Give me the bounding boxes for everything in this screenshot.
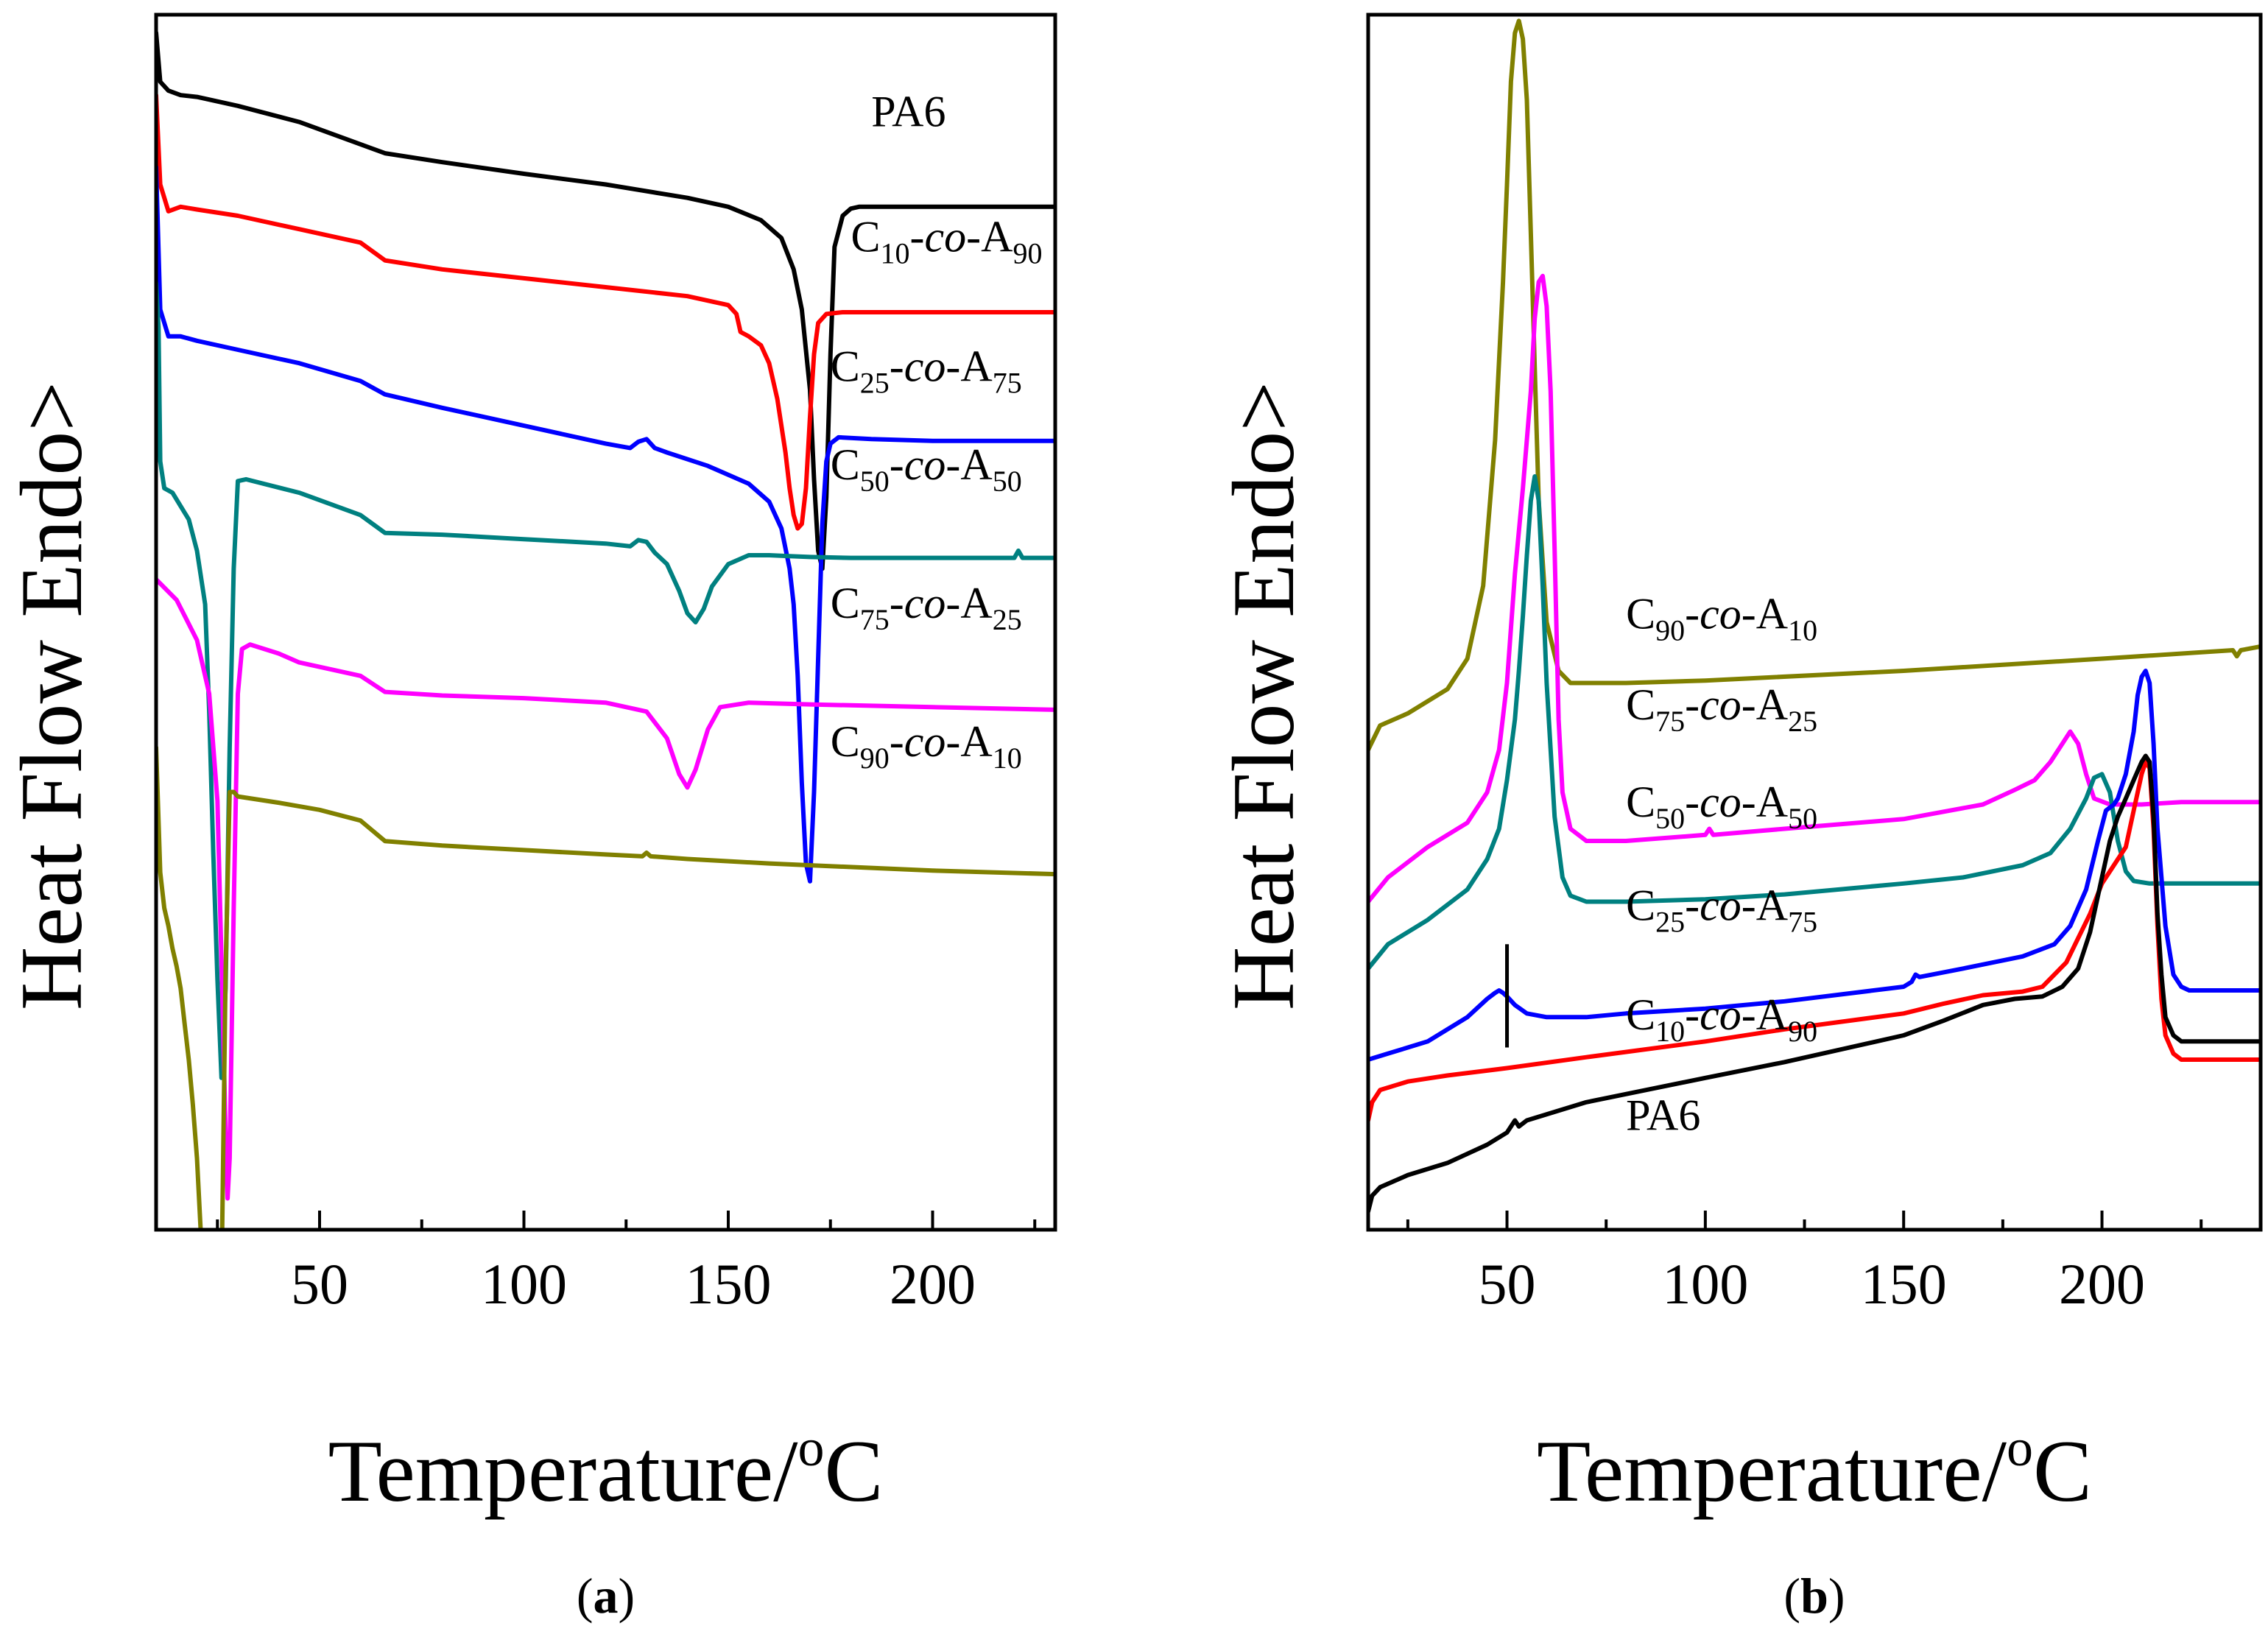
series-label-3: C25-co-A75 [1626,881,1817,938]
series-line-3 [1368,669,2261,1062]
series-line-5 [1368,753,2261,1214]
panel-b: 50 100 150 200 Temperature/oC Heat Flow Endo>… [1214,13,2263,1624]
plot-frame [154,13,1057,1232]
series-line-4 [156,577,1055,1201]
series-label-5: C90-co-A10 [831,717,1022,775]
plot-frame [1366,13,2263,1232]
series-label-3: C50-co-A50 [831,440,1022,498]
y-axis-title: Heat Flow Endo> [1214,381,1312,1010]
x-tick-label: 100 [481,1252,567,1316]
x-axis-title: Temperature/oC [1537,1418,2092,1520]
x-tick-label: 100 [1662,1252,1748,1316]
x-tick-label: 50 [1479,1252,1536,1316]
series-line-3 [156,281,1055,1080]
panel-label: (b) [1783,1568,1845,1624]
series-label-2: C25-co-A75 [831,342,1022,399]
x-tick-label: 150 [1861,1252,1947,1316]
x-tick-label: 150 [686,1252,772,1316]
x-axis-title: Temperature/oC [328,1418,884,1520]
series-label-4: C10-co-A90 [1626,990,1817,1048]
series-label-1: C10-co-A90 [851,213,1043,270]
series-label-0: PA6 [871,88,945,136]
panel-a: 50 100 150 200 Temperature/oC Heat Flow Endo>… [2,13,1057,1624]
curves [156,30,1055,1230]
series-line-5 [156,744,1055,1230]
series-label-1: C75-co-A25 [1626,680,1817,738]
panel-label: (a) [577,1568,635,1624]
series-label-0: C90-co-A10 [1626,589,1817,647]
series-line-1 [156,93,1055,531]
series-label-4: C75-co-A25 [831,579,1022,636]
series-line-0 [156,30,1055,571]
y-axis-title: Heat Flow Endo> [2,381,100,1010]
series-line-1 [1368,273,2261,904]
series-line-2 [156,164,1055,884]
x-tick-label: 200 [2059,1252,2145,1316]
series-label-5: PA6 [1626,1091,1700,1140]
series-line-0 [1368,18,2261,753]
curves [1368,18,2261,1214]
x-tick-label: 200 [890,1252,976,1316]
x-tick-label: 50 [291,1252,348,1316]
series-label-2: C50-co-A50 [1626,778,1817,835]
